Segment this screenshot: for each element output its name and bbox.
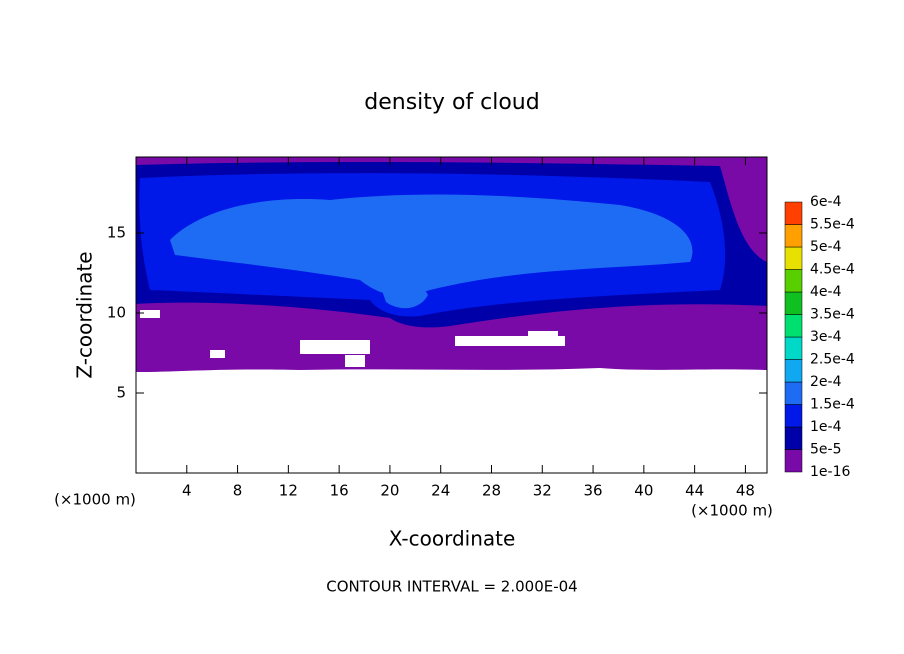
colorbar-box xyxy=(784,426,803,450)
colorbar-box xyxy=(784,224,803,248)
y-unit: (×1000 m) xyxy=(54,491,136,509)
colorbar-box xyxy=(784,359,803,383)
colorbar-label: 5e-5 xyxy=(810,442,841,458)
colorbar-label: 5e-4 xyxy=(810,239,842,255)
contour-region xyxy=(320,229,365,270)
colorbar-label: 4.5e-4 xyxy=(810,262,855,278)
x-axis-label: X-coordinate xyxy=(389,527,516,551)
contour-region xyxy=(170,194,693,296)
x-tick-label: 48 xyxy=(736,482,755,500)
x-tick-label: 24 xyxy=(431,482,450,500)
empty-region xyxy=(345,355,365,367)
plot-frame xyxy=(135,156,768,474)
colorbar-box xyxy=(784,246,803,270)
colorbar-box xyxy=(784,381,803,405)
empty-region xyxy=(140,310,160,318)
colorbar-label: 3e-4 xyxy=(810,329,842,345)
x-tick-label: 44 xyxy=(685,482,704,500)
x-tick-label: 28 xyxy=(482,482,501,500)
y-tick-label: 15 xyxy=(107,224,126,242)
colorbar-box xyxy=(784,314,803,338)
x-tick-label: 40 xyxy=(634,482,653,500)
chart-title: density of cloud xyxy=(364,90,539,115)
x-tick-label: 20 xyxy=(380,482,399,500)
empty-region xyxy=(455,336,565,346)
x-unit: (×1000 m) xyxy=(691,502,773,520)
colorbar-box xyxy=(784,269,803,293)
empty-region xyxy=(528,331,558,339)
colorbar-label: 6e-4 xyxy=(810,194,842,210)
colorbar-label: 2.5e-4 xyxy=(810,352,855,368)
x-tick-label: 4 xyxy=(182,482,192,500)
x-tick-label: 36 xyxy=(584,482,603,500)
colorbar-label: 3.5e-4 xyxy=(810,307,855,323)
x-tick-label: 8 xyxy=(233,482,243,500)
colorbar-label: 5.5e-4 xyxy=(810,217,855,233)
x-tick-label: 16 xyxy=(330,482,349,500)
y-tick-label: 5 xyxy=(116,384,126,402)
x-tick-label: 12 xyxy=(279,482,298,500)
contour-field xyxy=(136,157,767,473)
y-tick-label: 10 xyxy=(107,304,126,322)
colorbar-box xyxy=(784,336,803,360)
colorbar-box xyxy=(784,449,803,473)
empty-region xyxy=(136,372,767,473)
empty-region xyxy=(210,350,225,358)
colorbar-box xyxy=(784,404,803,428)
empty-region xyxy=(300,340,370,354)
colorbar-label: 2e-4 xyxy=(810,374,842,390)
contour-region xyxy=(380,279,428,309)
colorbar-label: 1.5e-4 xyxy=(810,397,855,413)
colorbar-box xyxy=(784,201,803,225)
y-axis-label: Z-coordinate xyxy=(73,251,97,378)
colorbar-box xyxy=(784,291,803,315)
annotation: CONTOUR INTERVAL = 2.000E-04 xyxy=(326,578,577,596)
colorbar-label: 4e-4 xyxy=(810,284,842,300)
x-tick-label: 32 xyxy=(533,482,552,500)
colorbar-label: 1e-4 xyxy=(810,419,842,435)
colorbar-label: 1e-16 xyxy=(810,464,850,480)
